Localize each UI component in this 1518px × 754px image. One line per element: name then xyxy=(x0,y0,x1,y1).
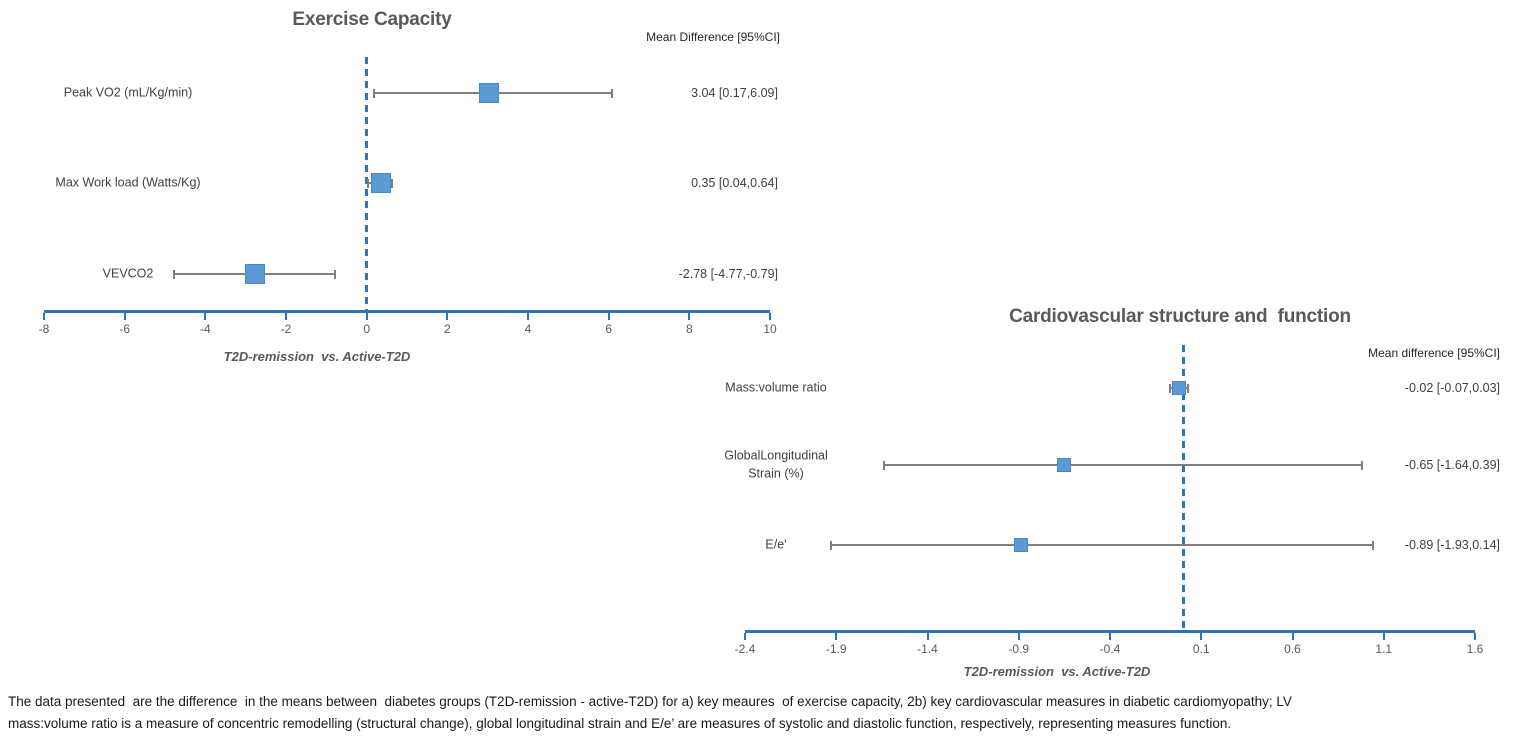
axis-tick xyxy=(123,313,126,320)
value-col-header: Mean Difference [95%CI] xyxy=(646,30,780,44)
mean-marker xyxy=(479,83,500,103)
row-value: 3.04 [0.17,6.09] xyxy=(691,86,778,100)
axis-tick xyxy=(1017,633,1020,640)
error-bar-cap xyxy=(611,88,614,98)
error-bar-cap xyxy=(1371,540,1374,550)
x-axis-label: T2D-remission vs. Active-T2D xyxy=(963,664,1151,679)
axis-tick-label: 4 xyxy=(524,322,532,336)
value-col-header: Mean difference [95%CI] xyxy=(1368,346,1500,360)
axis-tick xyxy=(204,313,207,320)
error-bar-cap xyxy=(372,88,375,98)
row-value: -0.89 [-1.93,0.14] xyxy=(1404,538,1500,552)
axis-tick-label: 1.1 xyxy=(1375,642,1393,656)
chart-title: Cardiovascular structure and function xyxy=(1009,306,1351,327)
axis-tick xyxy=(285,313,287,320)
row-value: -0.02 [-0.07,0.03] xyxy=(1404,381,1500,395)
x-axis-label: T2D-remission vs. Active-T2D xyxy=(223,349,411,364)
error-bar-cap xyxy=(829,540,832,550)
error-bar-cap xyxy=(1169,383,1172,393)
forest-row-label: Max Work load (Watts/Kg) xyxy=(55,175,201,190)
axis-tick xyxy=(365,313,368,320)
zero-reference-line xyxy=(365,57,369,313)
error-bar xyxy=(883,464,1362,466)
axis-tick-label: -2 xyxy=(280,322,292,336)
axis-tick-label: 2 xyxy=(443,322,451,336)
axis-tick-label: -6 xyxy=(119,322,130,336)
error-bar-cap xyxy=(882,460,885,470)
error-bar-cap xyxy=(1360,460,1363,470)
axis-tick-label: -1.9 xyxy=(825,642,847,656)
error-bar-cap xyxy=(173,269,176,279)
caption-line-1: The data presented are the difference in… xyxy=(8,694,1292,709)
row-value: -0.65 [-1.64,0.39] xyxy=(1404,458,1500,472)
mean-marker xyxy=(1172,381,1187,395)
axis-tick xyxy=(1200,633,1203,640)
forest-row-label: E/e' xyxy=(765,537,787,552)
axis-tick xyxy=(688,313,691,320)
axis-tick xyxy=(527,313,529,320)
axis-tick xyxy=(1109,633,1111,640)
zero-reference-line xyxy=(1181,345,1185,633)
error-bar-cap xyxy=(367,178,370,188)
axis-tick-label: 8 xyxy=(685,322,693,336)
axis-tick-label: 6 xyxy=(605,322,612,336)
mean-marker xyxy=(244,264,265,284)
axis-tick-label: -4 xyxy=(199,322,211,336)
chart-title: Exercise Capacity xyxy=(292,9,452,30)
row-value: 0.35 [0.04,0.64] xyxy=(691,176,778,190)
axis-tick-label: 0.1 xyxy=(1192,642,1210,656)
axis-tick-label: -2.4 xyxy=(734,642,756,656)
axis-tick-label: 1.6 xyxy=(1466,642,1484,656)
mean-marker xyxy=(370,173,391,193)
exercise-capacity-chart: Exercise Capacity Mean Difference [95%CI… xyxy=(0,0,810,392)
forest-row-label: VEVCO2 xyxy=(102,266,154,281)
caption-line-2: mass:volume ratio is a measure of concen… xyxy=(8,716,1232,731)
axis-tick xyxy=(1291,633,1294,640)
error-bar xyxy=(830,544,1373,546)
row-value: -2.78 [-4.77,-0.79] xyxy=(678,267,778,281)
error-bar-cap xyxy=(391,178,394,188)
cardiovascular-chart: Cardiovascular structure and function Me… xyxy=(700,300,1518,754)
axis-tick xyxy=(446,313,449,320)
axis-tick-label: -0.9 xyxy=(1008,642,1030,656)
axis-tick-label: -0.4 xyxy=(1099,642,1121,656)
axis-tick xyxy=(607,313,610,320)
figure-caption: The data presented are the difference in… xyxy=(8,691,1512,735)
forest-row-label: Mass:volume ratio xyxy=(725,380,827,395)
axis-tick-label: -1.4 xyxy=(917,642,938,656)
axis-tick xyxy=(1382,633,1385,640)
forest-row-label: GlobalLongitudinal Strain (%) xyxy=(724,448,828,481)
axis-tick-label: -8 xyxy=(38,322,50,336)
error-bar-cap xyxy=(1187,383,1190,393)
axis-tick-label: 0 xyxy=(363,322,370,336)
axis-tick xyxy=(835,633,838,640)
axis-tick xyxy=(769,313,771,320)
error-bar-cap xyxy=(333,269,336,279)
axis-tick xyxy=(744,633,746,640)
forest-row-label: Peak VO2 (mL/Kg/min) xyxy=(63,85,193,100)
axis-tick-label: 10 xyxy=(763,322,777,336)
mean-marker xyxy=(1013,538,1028,552)
axis-tick xyxy=(43,313,45,320)
mean-marker xyxy=(1057,458,1072,472)
axis-tick xyxy=(926,633,929,640)
x-axis-line xyxy=(44,310,770,313)
axis-tick-label: 0.6 xyxy=(1284,642,1301,656)
axis-tick xyxy=(1474,633,1476,640)
x-axis-line xyxy=(745,630,1475,633)
